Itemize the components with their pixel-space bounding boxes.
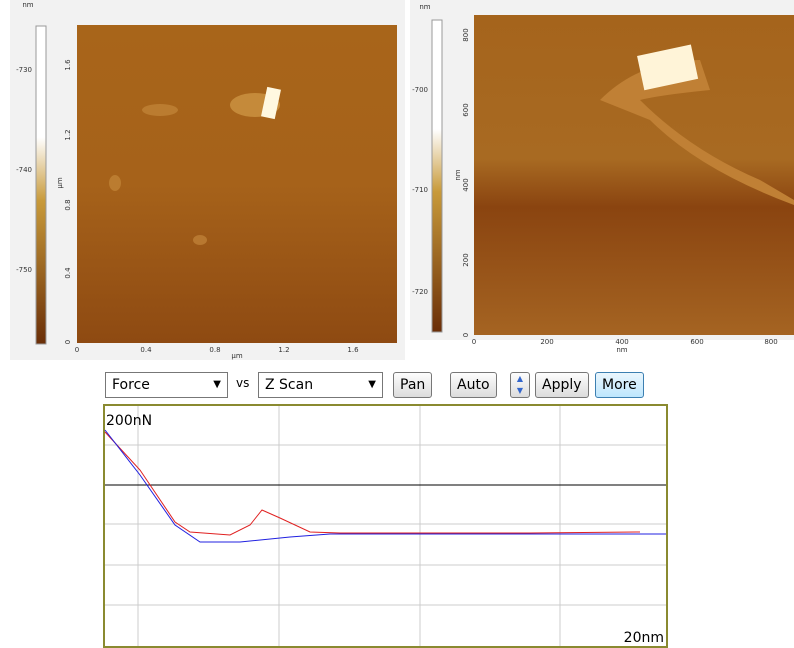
axis-text: 400: [615, 338, 628, 346]
plot-frame: [104, 405, 667, 647]
axis-text: 200: [462, 253, 470, 266]
axis-text: nm: [419, 3, 430, 11]
feature: [193, 235, 207, 245]
axis-text: 200: [540, 338, 553, 346]
axis-text: 0.4: [140, 346, 152, 354]
axis-text: nm: [454, 169, 462, 180]
axis-text: -740: [16, 166, 32, 174]
axis-text: nm: [22, 1, 33, 9]
axis-text: 0.8: [209, 346, 220, 354]
axis-text: -750: [16, 266, 32, 274]
axis-text: 0: [64, 340, 72, 344]
button[interactable]: Apply: [535, 372, 589, 398]
x-select[interactable]: Z Scan: [258, 372, 383, 398]
left-colorbar: [36, 26, 46, 344]
axis-text: -700: [412, 86, 428, 94]
axis-text: 0.4: [64, 267, 72, 279]
axis-text: 0: [75, 346, 79, 354]
axis-text: µm: [56, 177, 64, 188]
axis-text: 0.8: [64, 199, 72, 210]
axis-text: -730: [16, 66, 32, 74]
left-image: [77, 25, 397, 343]
button[interactable]: Auto: [450, 372, 497, 398]
axis-text: µm: [231, 352, 242, 360]
axis-text: 400: [462, 178, 470, 191]
axis-text: 1.6: [64, 59, 72, 71]
axis-text: 1.2: [278, 346, 289, 354]
axis-text: 1.6: [347, 346, 359, 354]
feature: [109, 175, 121, 191]
y-label: 200nN: [106, 413, 152, 429]
axis-text: 800: [764, 338, 777, 346]
spinner[interactable]: ▲▼: [510, 372, 530, 398]
axis-text: 600: [462, 103, 470, 116]
y-select[interactable]: Force: [105, 372, 228, 398]
vs-label: vs: [236, 376, 249, 390]
axis-text: 600: [690, 338, 703, 346]
page: nm-730-740-7501.61.20.80.4000.40.81.21.6…: [0, 0, 794, 648]
axis-text: nm: [616, 346, 627, 354]
button[interactable]: More: [595, 372, 644, 398]
right-colorbar: [432, 20, 442, 332]
x-label: 20nm: [624, 630, 664, 646]
axis-text: -710: [412, 186, 428, 194]
axis-text: 1.2: [64, 129, 72, 140]
screen: nm-730-740-7501.61.20.80.4000.40.81.21.6…: [0, 0, 794, 648]
axis-text: 0: [472, 338, 476, 346]
axis-text: 800: [462, 28, 470, 41]
axis-text: -720: [412, 288, 428, 296]
axis-text: 0: [462, 333, 470, 337]
button[interactable]: Pan: [393, 372, 432, 398]
feature: [142, 104, 178, 116]
